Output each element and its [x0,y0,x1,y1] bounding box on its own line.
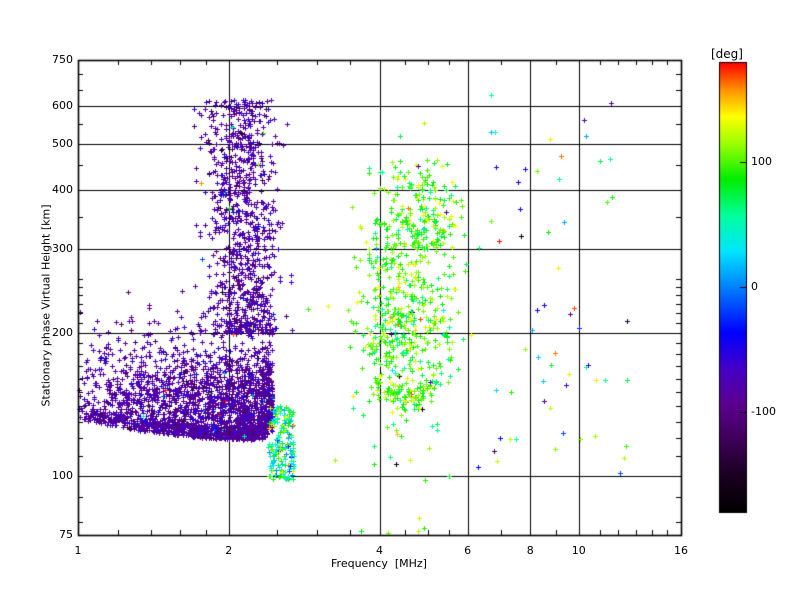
y-tick-label-200: 200 [52,325,73,339]
x-tick-label-2: 2 [225,544,233,557]
colorbar-tick-label-0: 100 [751,155,772,168]
x-tick-label-8: 8 [526,544,534,557]
x-axis-label: Frequency [MHz] [331,557,427,570]
y-tick-label-300: 300 [52,242,73,256]
colorbar-tick-label-2: -100 [751,405,776,418]
x-tick-label-16: 16 [674,544,688,557]
y-tick-label-400: 400 [52,182,73,196]
colorbar-tick-label-1: 0 [751,280,758,293]
y-tick-label-100: 100 [52,468,73,482]
y-tick-label-750: 750 [52,53,73,66]
x-tick-label-4: 4 [376,544,383,557]
x-tick-label-6: 6 [464,544,472,557]
y-tick-label-500: 500 [52,136,73,150]
y-tick-label-75: 75 [59,528,73,541]
y-tick-label-600: 600 [52,99,73,113]
x-tick-label-10: 10 [571,544,586,557]
colorbar-unit-label: [deg] [711,47,743,61]
x-tick-label-1: 1 [74,544,82,557]
